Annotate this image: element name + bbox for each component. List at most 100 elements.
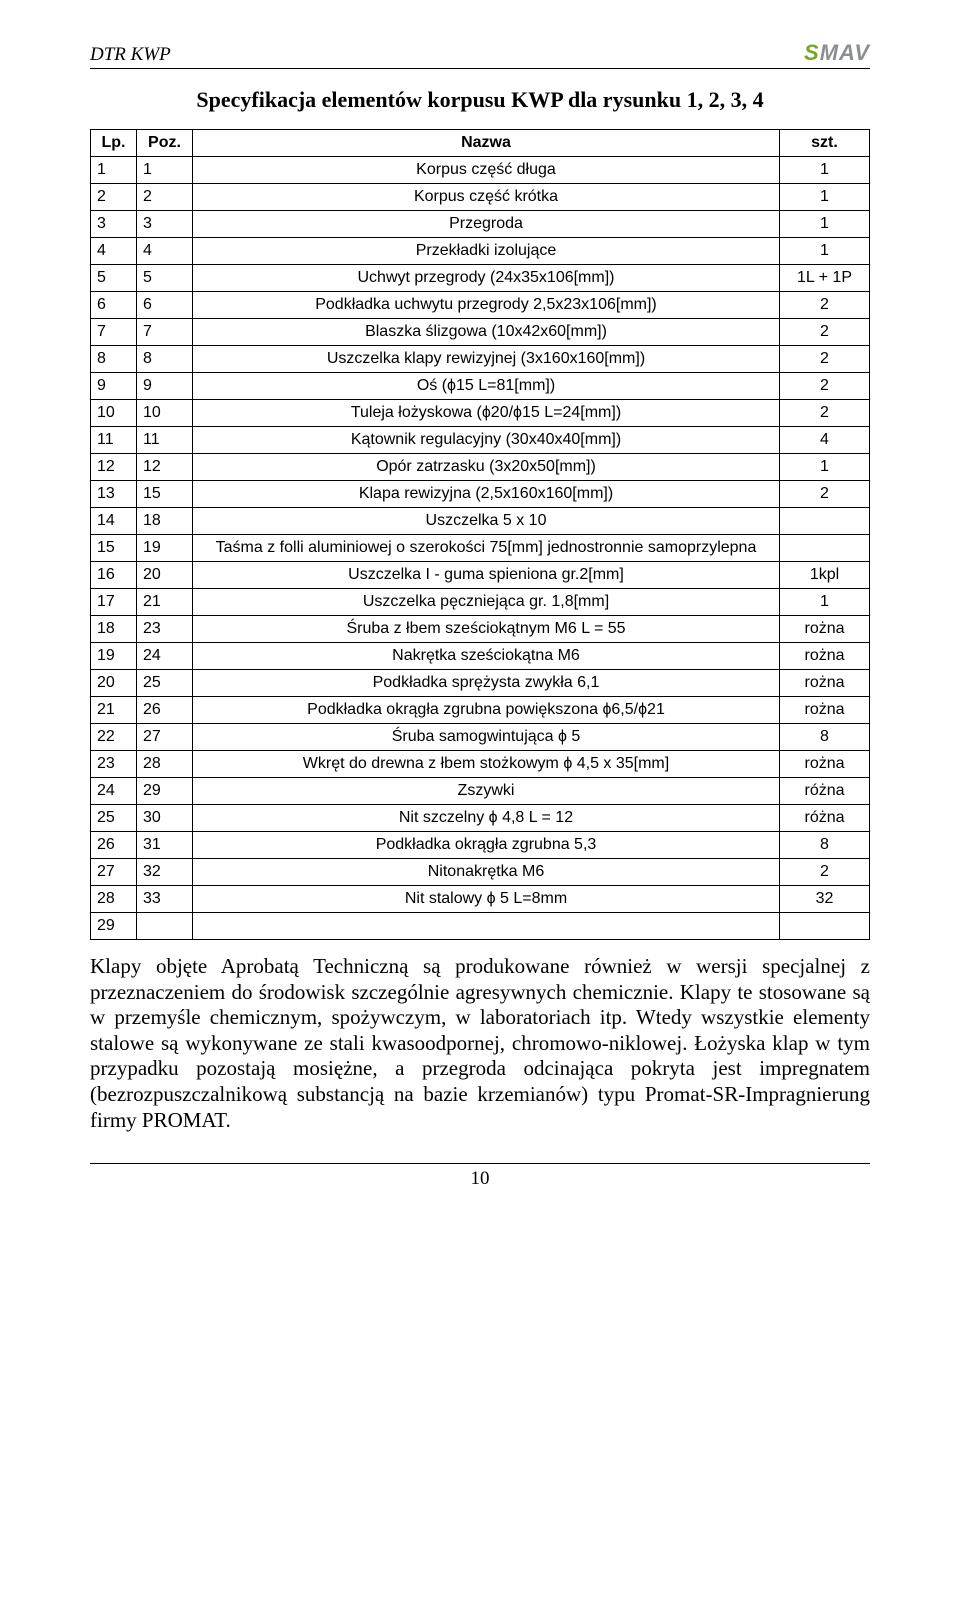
cell-lp: 23 [91, 751, 137, 778]
cell-lp: 3 [91, 211, 137, 238]
cell-qty: rożna [780, 697, 870, 724]
page-number: 10 [471, 1168, 490, 1189]
cell-name: Blaszka ślizgowa (10x42x60[mm]) [193, 319, 780, 346]
cell-lp: 15 [91, 535, 137, 562]
table-row: 2530Nit szczelny ϕ 4,8 L = 12różna [91, 805, 870, 832]
cell-lp: 6 [91, 292, 137, 319]
cell-qty: rożna [780, 616, 870, 643]
cell-name: Uszczelka I - guma spieniona gr.2[mm] [193, 562, 780, 589]
cell-lp: 22 [91, 724, 137, 751]
cell-lp: 21 [91, 697, 137, 724]
cell-name: Podkładka sprężysta zwykła 6,1 [193, 670, 780, 697]
cell-poz: 18 [137, 508, 193, 535]
cell-name: Nit stalowy ϕ 5 L=8mm [193, 886, 780, 913]
cell-qty: 2 [780, 346, 870, 373]
cell-name: Wkręt do drewna z łbem stożkowym ϕ 4,5 x… [193, 751, 780, 778]
cell-lp: 20 [91, 670, 137, 697]
table-row: 2732Nitonakrętka M62 [91, 859, 870, 886]
cell-qty: rożna [780, 643, 870, 670]
cell-poz: 8 [137, 346, 193, 373]
cell-lp: 10 [91, 400, 137, 427]
cell-name: Podkładka okrągła zgrubna powiększona ϕ6… [193, 697, 780, 724]
cell-poz: 5 [137, 265, 193, 292]
cell-name: Kątownik regulacyjny (30x40x40[mm]) [193, 427, 780, 454]
cell-qty [780, 508, 870, 535]
spec-table: Lp. Poz. Nazwa szt. 11Korpus część długa… [90, 129, 870, 940]
cell-lp: 9 [91, 373, 137, 400]
table-row: 99Oś (ϕ15 L=81[mm])2 [91, 373, 870, 400]
cell-name: Podkładka uchwytu przegrody 2,5x23x106[m… [193, 292, 780, 319]
table-row: 1620Uszczelka I - guma spieniona gr.2[mm… [91, 562, 870, 589]
cell-qty: 1 [780, 184, 870, 211]
cell-lp: 29 [91, 913, 137, 940]
page-header: DTR KWP SMAV [90, 40, 870, 69]
cell-poz: 11 [137, 427, 193, 454]
cell-name: Śruba z łbem sześciokątnym M6 L = 55 [193, 616, 780, 643]
cell-name: Przekładki izolujące [193, 238, 780, 265]
cell-lp: 4 [91, 238, 137, 265]
cell-name: Uchwyt przegrody (24x35x106[mm]) [193, 265, 780, 292]
brand-logo: SMAV [804, 40, 870, 66]
table-row: 22Korpus część krótka1 [91, 184, 870, 211]
table-row: 2227Śruba samogwintująca ϕ 58 [91, 724, 870, 751]
cell-name: Korpus część krótka [193, 184, 780, 211]
cell-poz: 25 [137, 670, 193, 697]
cell-name: Nitonakrętka M6 [193, 859, 780, 886]
col-header-name: Nazwa [193, 130, 780, 157]
table-row: 1823Śruba z łbem sześciokątnym M6 L = 55… [91, 616, 870, 643]
cell-qty: 1 [780, 211, 870, 238]
table-row: 2833Nit stalowy ϕ 5 L=8mm32 [91, 886, 870, 913]
cell-name: Uszczelka 5 x 10 [193, 508, 780, 535]
cell-qty: 1 [780, 157, 870, 184]
cell-poz: 26 [137, 697, 193, 724]
cell-qty: 2 [780, 400, 870, 427]
cell-qty: 4 [780, 427, 870, 454]
cell-qty: 8 [780, 832, 870, 859]
page: DTR KWP SMAV Specyfikacja elementów korp… [0, 0, 960, 1220]
table-row: 1924Nakrętka sześciokątna M6rożna [91, 643, 870, 670]
cell-name: Nakrętka sześciokątna M6 [193, 643, 780, 670]
cell-poz: 12 [137, 454, 193, 481]
cell-poz [137, 913, 193, 940]
cell-name: Klapa rewizyjna (2,5x160x160[mm]) [193, 481, 780, 508]
cell-qty: 1 [780, 454, 870, 481]
table-row: 29 [91, 913, 870, 940]
cell-qty: 1 [780, 238, 870, 265]
cell-qty: 32 [780, 886, 870, 913]
table-header-row: Lp. Poz. Nazwa szt. [91, 130, 870, 157]
cell-lp: 11 [91, 427, 137, 454]
table-row: 33Przegroda1 [91, 211, 870, 238]
logo-letters-mav: MAV [820, 40, 870, 65]
table-row: 44Przekładki izolujące1 [91, 238, 870, 265]
cell-lp: 25 [91, 805, 137, 832]
table-row: 2631Podkładka okrągła zgrubna 5,38 [91, 832, 870, 859]
cell-name: Przegroda [193, 211, 780, 238]
cell-qty: 1L + 1P [780, 265, 870, 292]
cell-name: Nit szczelny ϕ 4,8 L = 12 [193, 805, 780, 832]
col-header-qty: szt. [780, 130, 870, 157]
cell-lp: 7 [91, 319, 137, 346]
cell-poz: 29 [137, 778, 193, 805]
table-row: 88Uszczelka klapy rewizyjnej (3x160x160[… [91, 346, 870, 373]
cell-lp: 27 [91, 859, 137, 886]
page-footer: 10 [90, 1163, 870, 1190]
table-row: 1721Uszczelka pęczniejąca gr. 1,8[mm]1 [91, 589, 870, 616]
table-row: 1212Opór zatrzasku (3x20x50[mm])1 [91, 454, 870, 481]
cell-lp: 26 [91, 832, 137, 859]
cell-lp: 8 [91, 346, 137, 373]
cell-poz: 33 [137, 886, 193, 913]
cell-name: Oś (ϕ15 L=81[mm]) [193, 373, 780, 400]
table-body: 11Korpus część długa122Korpus część krót… [91, 157, 870, 940]
header-left-text: DTR KWP [90, 44, 171, 66]
cell-poz: 32 [137, 859, 193, 886]
page-title: Specyfikacja elementów korpusu KWP dla r… [90, 87, 870, 113]
cell-poz: 15 [137, 481, 193, 508]
cell-qty: 2 [780, 292, 870, 319]
cell-poz: 23 [137, 616, 193, 643]
cell-qty: 1kpl [780, 562, 870, 589]
logo-letter-s: S [804, 40, 820, 65]
cell-name: Podkładka okrągła zgrubna 5,3 [193, 832, 780, 859]
cell-poz: 3 [137, 211, 193, 238]
cell-poz: 27 [137, 724, 193, 751]
table-row: 77Blaszka ślizgowa (10x42x60[mm])2 [91, 319, 870, 346]
